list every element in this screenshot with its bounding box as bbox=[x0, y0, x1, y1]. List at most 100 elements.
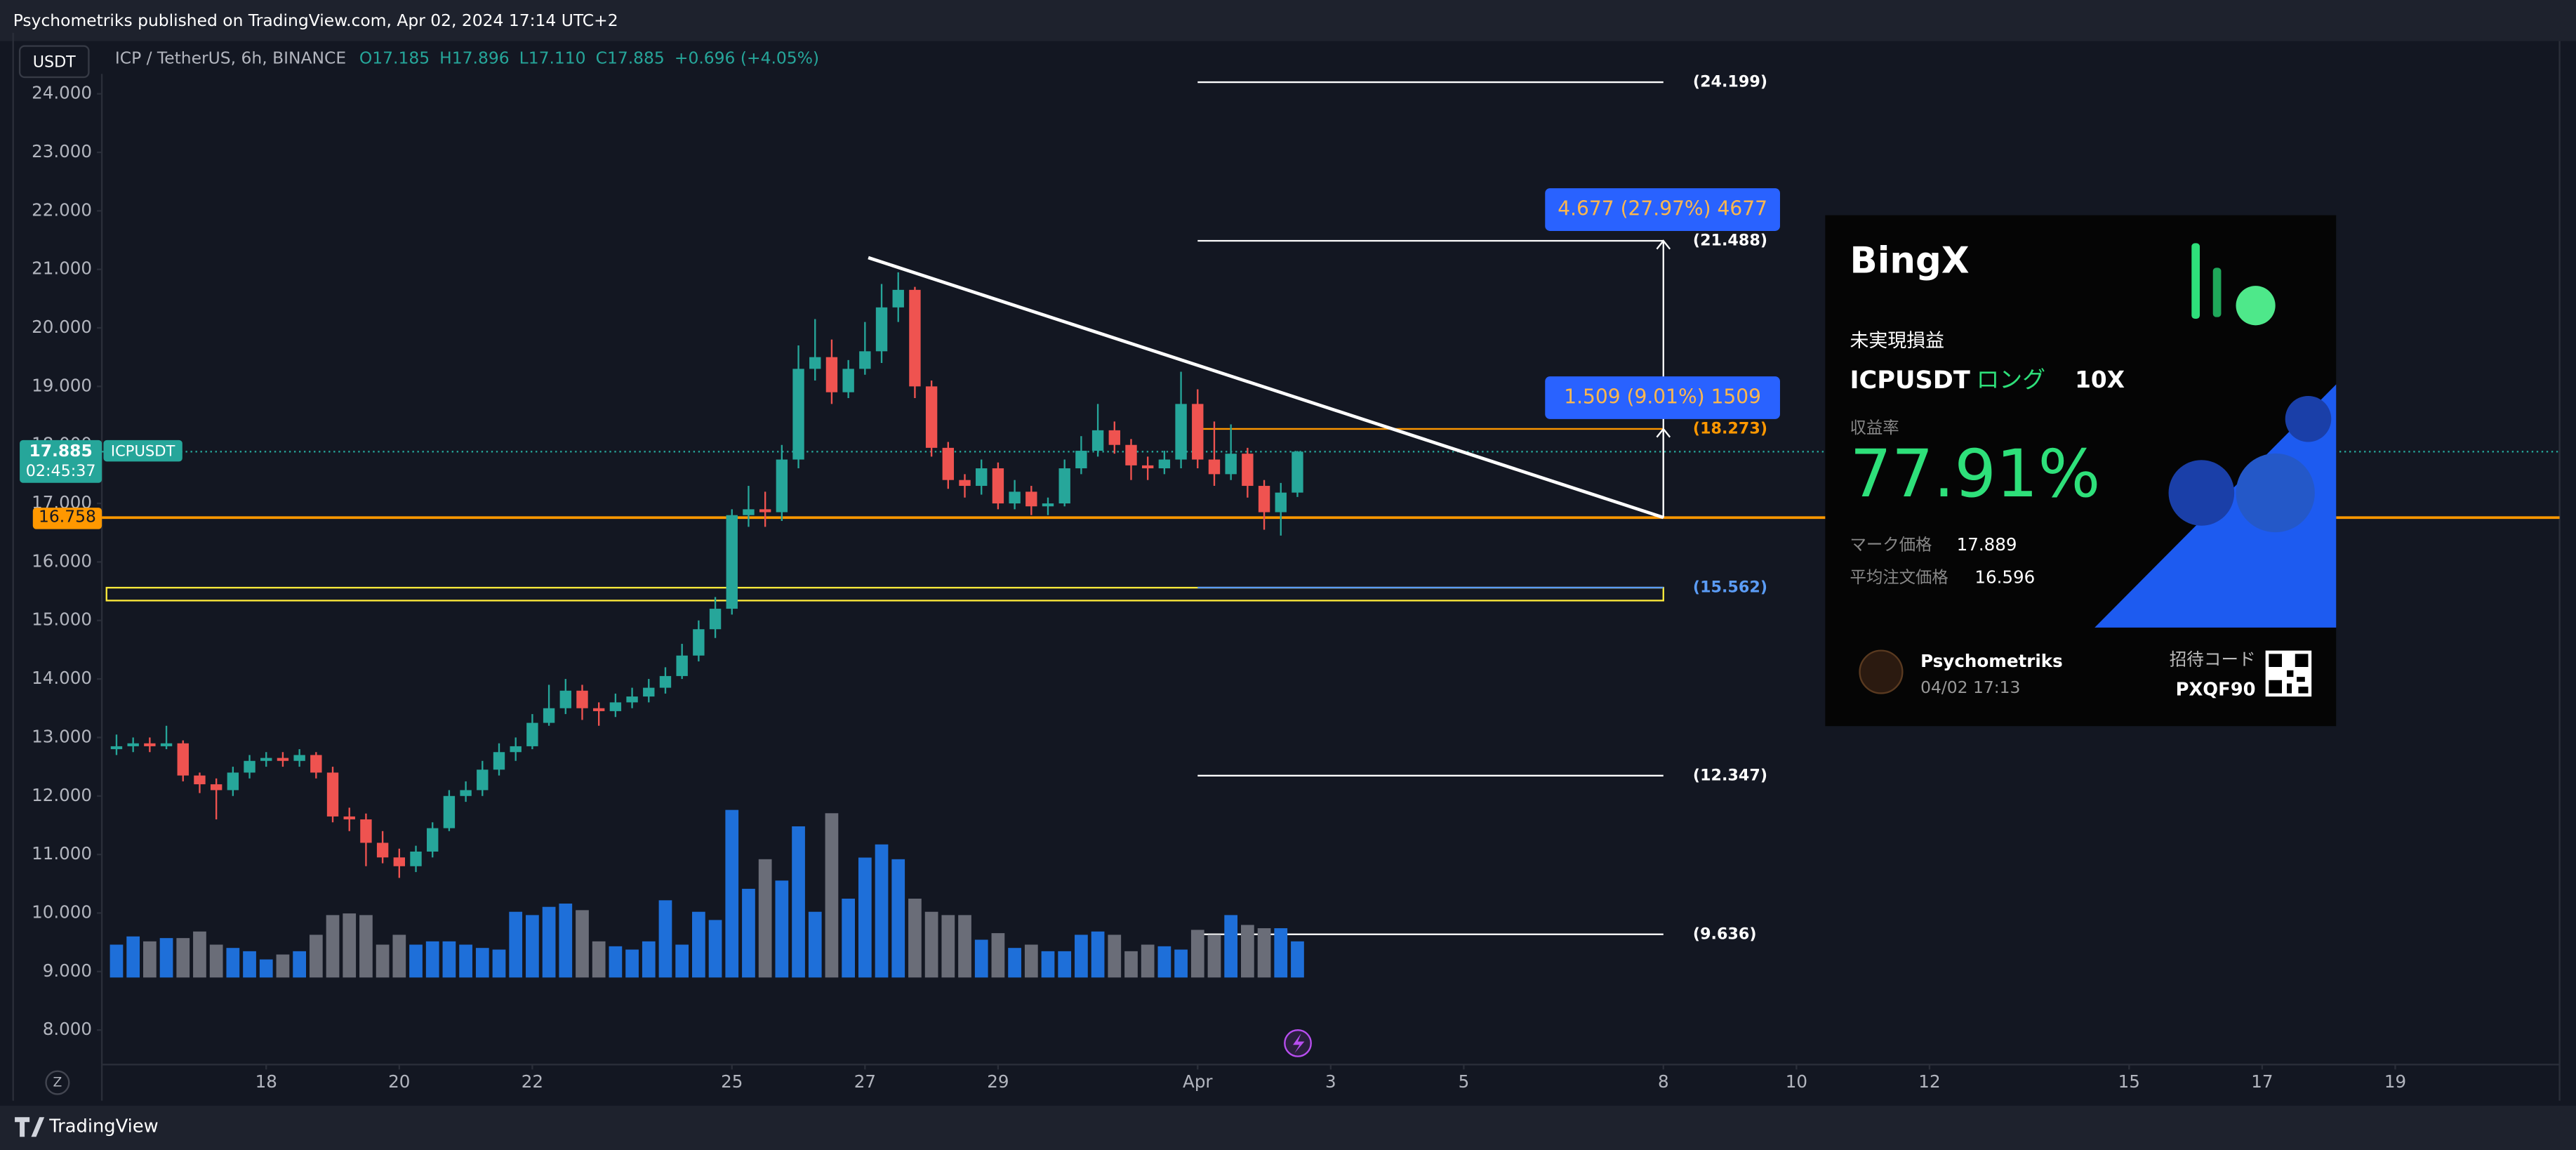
volume-bar bbox=[359, 915, 373, 978]
trendline bbox=[868, 256, 1664, 520]
volume-bar bbox=[1008, 948, 1021, 978]
volume-bar bbox=[376, 944, 390, 978]
volume-bar bbox=[1274, 928, 1288, 978]
volume-bar bbox=[326, 915, 340, 978]
volume-bar bbox=[143, 941, 157, 978]
volume-bar bbox=[825, 813, 839, 978]
y-tick-label: 12.000 bbox=[32, 785, 92, 805]
card-avg-label: 平均注文価格 bbox=[1850, 567, 1948, 587]
candle-body bbox=[393, 857, 406, 866]
volume-bar bbox=[475, 948, 489, 978]
zone bbox=[105, 586, 1664, 602]
ohlc-legend: O17.185 bbox=[359, 48, 430, 68]
volume-bar bbox=[858, 857, 872, 978]
candle-body bbox=[460, 790, 472, 796]
x-tick-label: 20 bbox=[388, 1071, 410, 1092]
volume-bar bbox=[559, 904, 573, 978]
last-price-label: 17.885 bbox=[29, 441, 92, 461]
candle-body bbox=[776, 459, 788, 513]
level-price-label: 16.758 bbox=[39, 507, 96, 527]
volume-bar bbox=[725, 809, 739, 978]
x-tick-label: 22 bbox=[522, 1071, 543, 1092]
volume-bar bbox=[675, 944, 689, 978]
currency-button[interactable] bbox=[18, 45, 90, 79]
volume-bar bbox=[209, 944, 223, 978]
candle-body bbox=[976, 468, 988, 487]
volume-bar bbox=[1108, 934, 1122, 978]
candle-body bbox=[543, 708, 555, 723]
candle-body bbox=[1025, 491, 1037, 507]
candle-body bbox=[493, 752, 505, 770]
candle-body bbox=[310, 755, 322, 773]
candle-body bbox=[1275, 492, 1287, 513]
volume-bar bbox=[425, 941, 439, 978]
candle-body bbox=[726, 515, 738, 609]
y-tick-label: 9.000 bbox=[43, 960, 92, 981]
decoration bbox=[2191, 243, 2200, 319]
candle-body bbox=[709, 609, 722, 630]
currency[interactable]: USDT bbox=[33, 53, 76, 71]
fib-label: (12.347) bbox=[1693, 766, 1767, 784]
candle-body bbox=[759, 509, 771, 513]
candle-body bbox=[360, 819, 372, 843]
candle-body bbox=[825, 357, 838, 392]
measure-box bbox=[1545, 376, 1780, 419]
x-tick-label: 27 bbox=[854, 1071, 876, 1092]
countdown: 02:45:37 bbox=[26, 462, 96, 480]
volume-bar bbox=[1241, 925, 1254, 978]
candle-body bbox=[992, 468, 1004, 504]
y-tick-label: 22.000 bbox=[32, 199, 92, 220]
candle-body bbox=[942, 447, 955, 480]
volume-bar bbox=[159, 938, 173, 978]
publisher: Psychometriks published on TradingView.c… bbox=[13, 11, 618, 30]
volume-bar bbox=[1257, 928, 1271, 978]
candle-body bbox=[1292, 451, 1303, 493]
volume-bar bbox=[1124, 951, 1138, 978]
volume-bar bbox=[1141, 944, 1155, 978]
card-roi-label: 収益率 bbox=[1850, 418, 1899, 437]
y-tick-label: 20.000 bbox=[32, 317, 92, 337]
candle-body bbox=[576, 690, 588, 708]
volume-bar bbox=[991, 933, 1005, 978]
x-tick-label: 8 bbox=[1658, 1071, 1669, 1092]
volume-bar bbox=[742, 888, 755, 978]
timezone-button[interactable] bbox=[45, 1070, 70, 1095]
volume-bar bbox=[392, 934, 406, 978]
last-price-tag bbox=[20, 439, 102, 483]
candle-body bbox=[626, 696, 638, 703]
volume-bar bbox=[1190, 930, 1204, 978]
candle-body bbox=[676, 655, 688, 676]
volume-bar bbox=[226, 948, 240, 978]
timezone-label[interactable]: Z bbox=[53, 1076, 62, 1090]
candle-body bbox=[526, 722, 538, 746]
volume-bar bbox=[293, 951, 306, 978]
candle-body bbox=[260, 758, 272, 761]
volume-bar bbox=[309, 934, 323, 978]
candle-body bbox=[160, 743, 173, 746]
y-tick-label: 8.000 bbox=[43, 1019, 92, 1039]
volume-bar bbox=[1207, 934, 1221, 978]
volume-bar bbox=[526, 915, 539, 978]
candle-body bbox=[1175, 404, 1187, 460]
y-tick-label: 13.000 bbox=[32, 726, 92, 746]
card-mark-label: マーク価格 bbox=[1850, 534, 1932, 554]
candle-body bbox=[194, 775, 206, 785]
volume-bar bbox=[492, 949, 506, 978]
candle-body bbox=[293, 755, 305, 761]
volume-bar bbox=[625, 949, 639, 978]
candle-body bbox=[510, 746, 522, 753]
volume-bar bbox=[941, 915, 955, 978]
x-tick-label: 18 bbox=[255, 1071, 277, 1092]
volume-bar bbox=[924, 911, 938, 978]
card-leverage: 10X bbox=[2075, 366, 2125, 393]
x-tick-label: Apr bbox=[1183, 1071, 1213, 1092]
candle-body bbox=[326, 772, 339, 817]
volume-bar bbox=[1041, 951, 1055, 978]
candle-body bbox=[244, 760, 255, 773]
volume-bar bbox=[576, 910, 589, 978]
candle-body bbox=[277, 758, 289, 761]
volume-bar bbox=[509, 911, 523, 978]
ohlc-legend: +0.696 (+4.05%) bbox=[675, 48, 819, 68]
candle-body bbox=[1075, 451, 1087, 469]
